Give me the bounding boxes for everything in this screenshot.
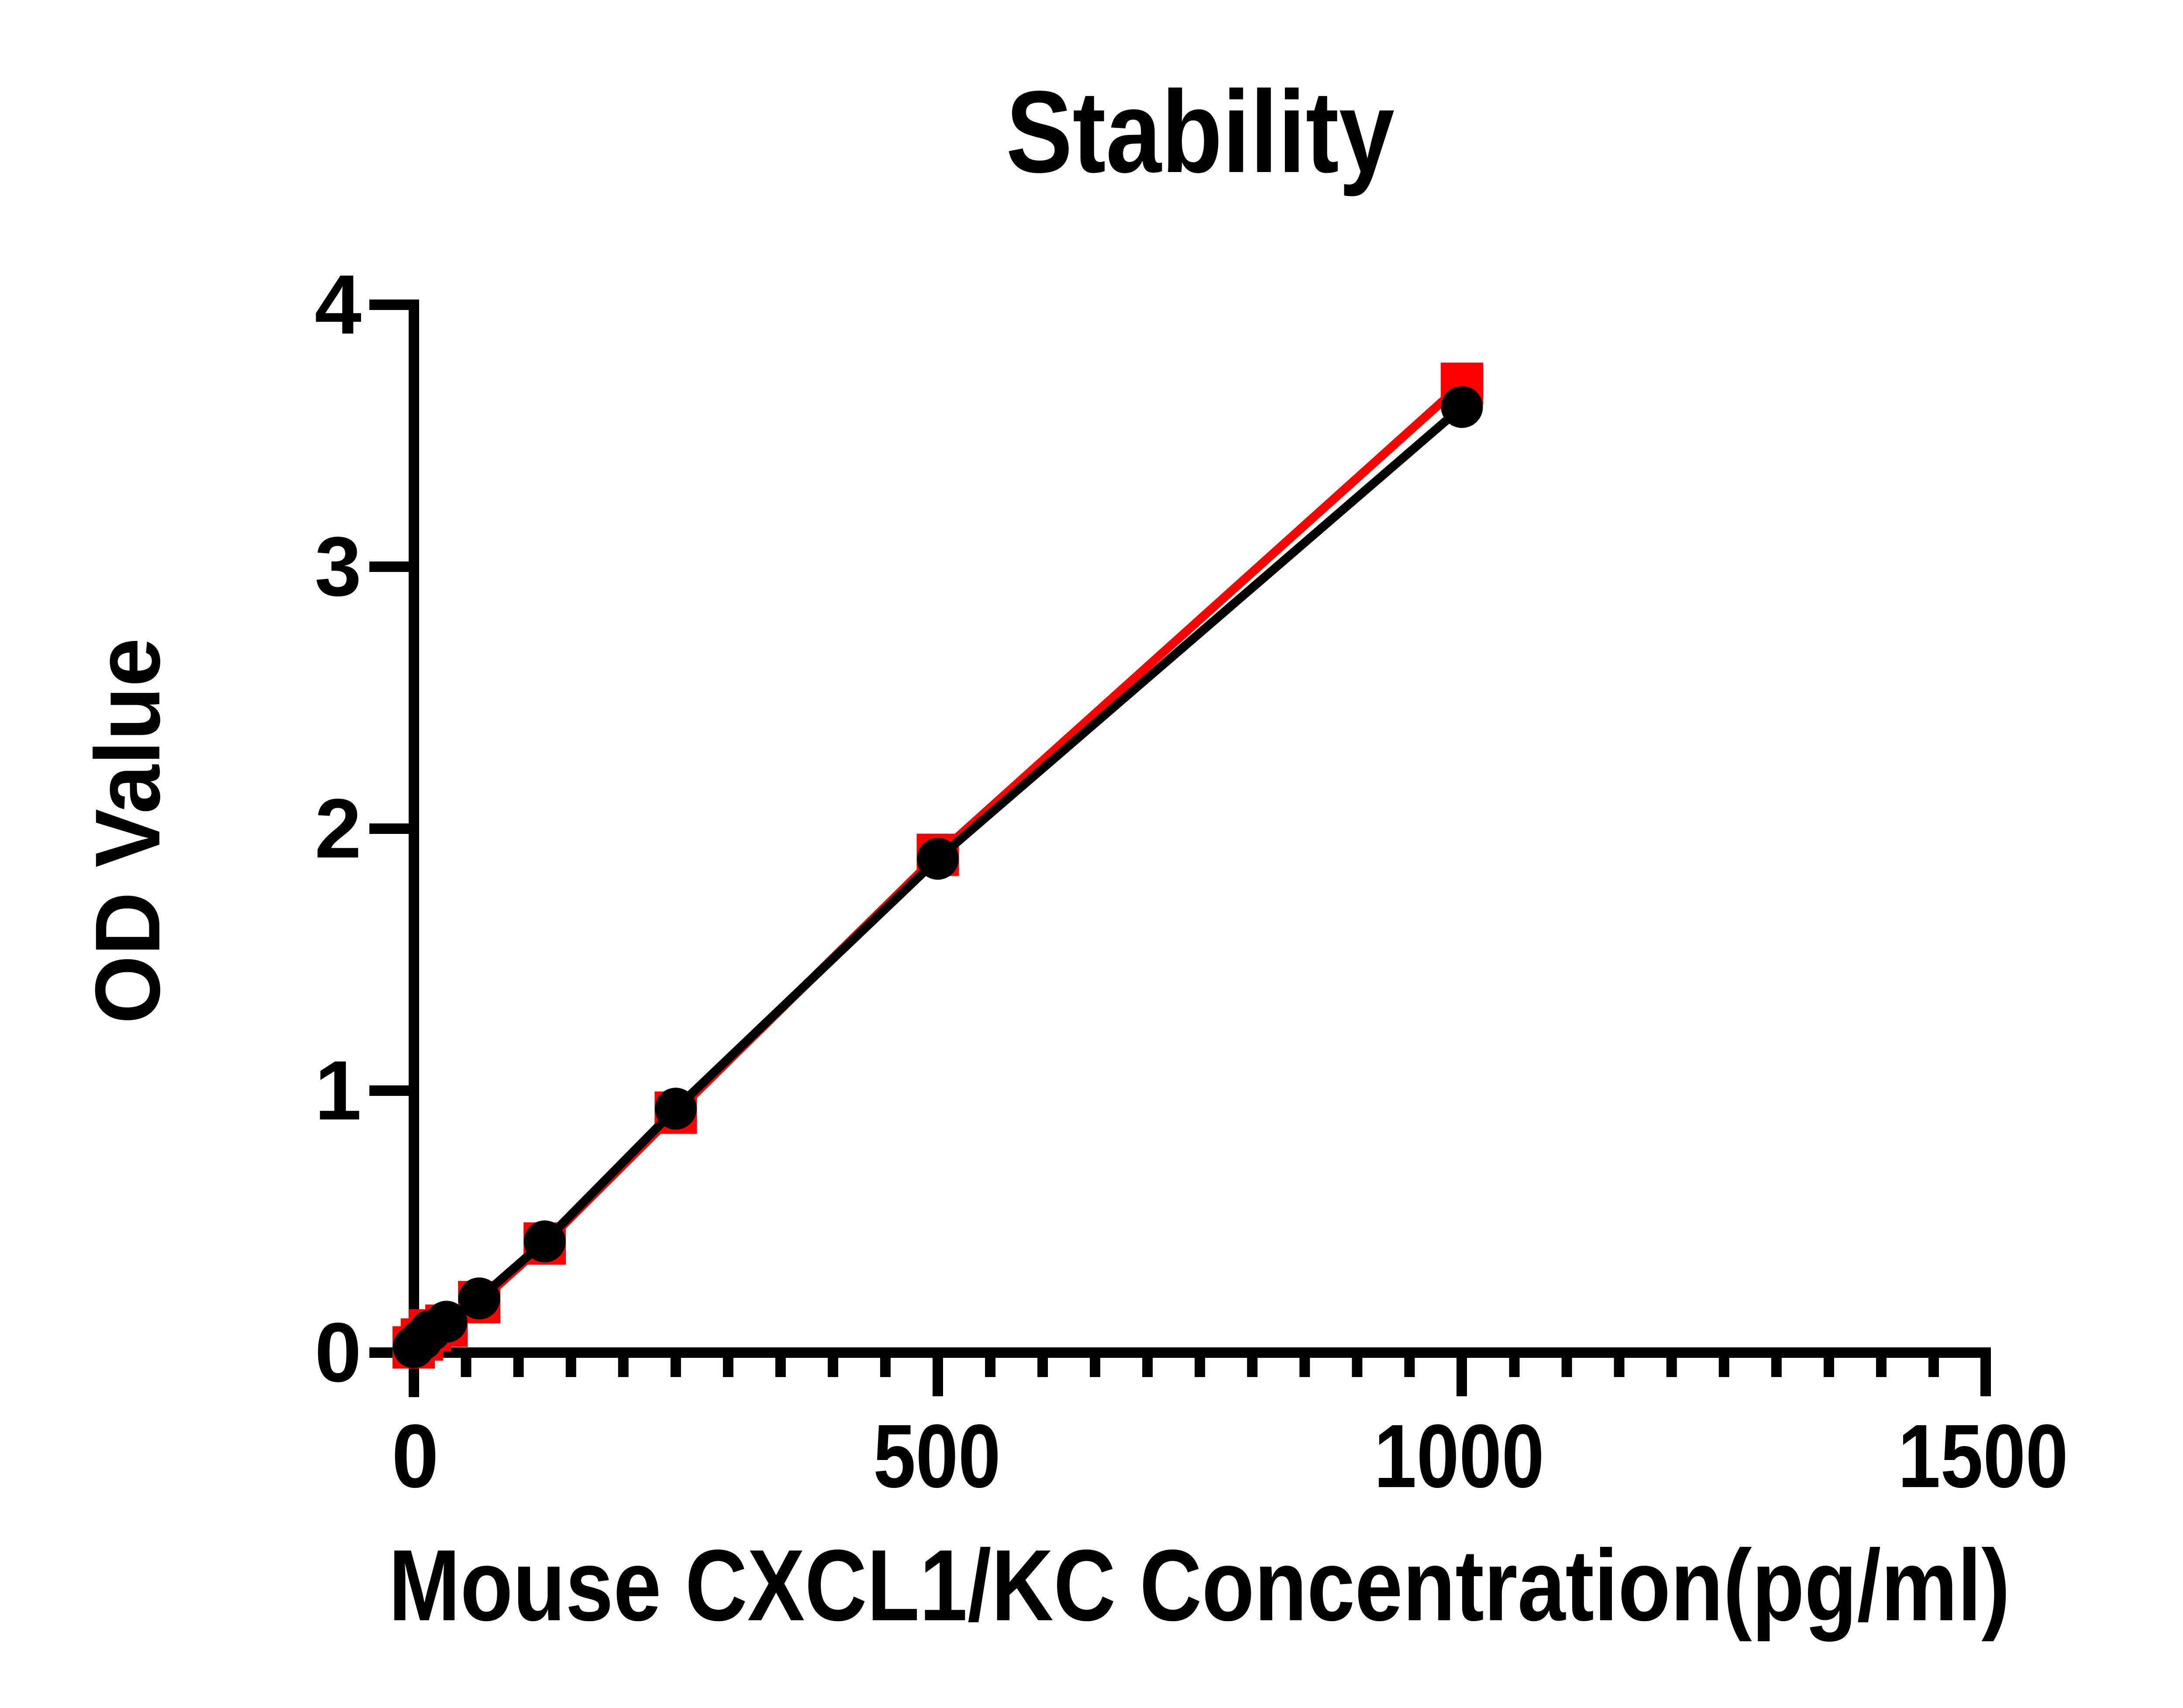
svg-text:OD Value: OD Value	[76, 638, 179, 1024]
svg-text:Mouse CXCL1/KC Concentration(p: Mouse CXCL1/KC Concentration(pg/ml)	[389, 1529, 2010, 1642]
svg-text:4: 4	[315, 257, 362, 351]
svg-text:2: 2	[315, 781, 362, 875]
svg-text:3: 3	[315, 519, 362, 613]
svg-text:Stability: Stability	[1006, 66, 1395, 197]
svg-text:0: 0	[315, 1305, 362, 1399]
svg-text:500: 500	[873, 1406, 1001, 1506]
svg-text:0: 0	[392, 1406, 439, 1506]
svg-text:1: 1	[315, 1043, 362, 1137]
svg-text:1500: 1500	[1898, 1406, 2068, 1506]
svg-text:1000: 1000	[1374, 1406, 1544, 1506]
